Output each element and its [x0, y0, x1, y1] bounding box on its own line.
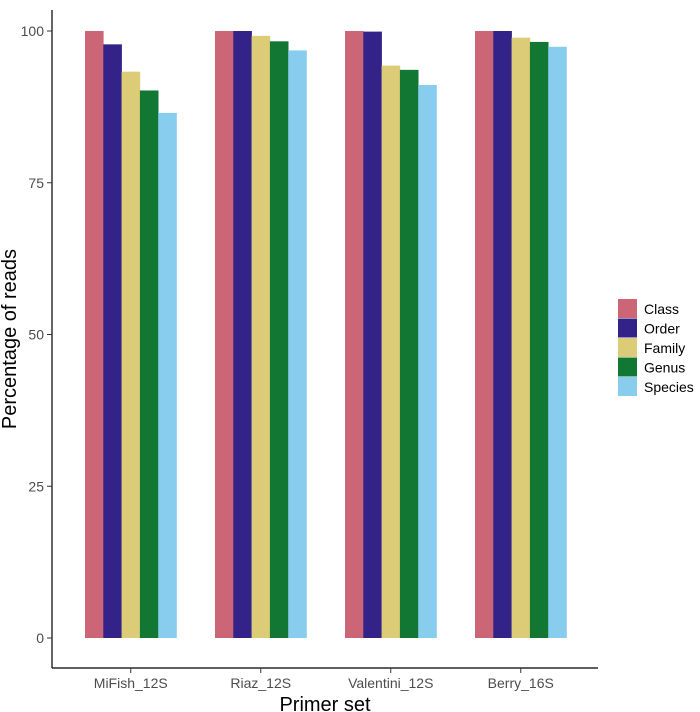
bar-berry-16s-family — [511, 37, 531, 638]
x-tick-label: Valentini_12S — [348, 675, 433, 691]
legend-swatch-genus — [618, 357, 637, 377]
bar-valentini-12s-order — [363, 31, 382, 639]
bar-berry-16s-genus — [529, 41, 549, 638]
legend-label-class: Class — [644, 301, 679, 317]
bar-riaz-12s-order — [233, 31, 252, 638]
legend-label-order: Order — [644, 321, 680, 337]
bar-riaz-12s-class — [215, 31, 234, 638]
bar-valentini-12s-genus — [399, 69, 419, 638]
bar-valentini-12s-family — [381, 65, 401, 638]
bar-riaz-12s-family — [251, 35, 271, 638]
y-axis-ticks: 0 25 50 75 100 — [21, 23, 52, 646]
y-axis-title: Percentage of reads — [0, 249, 21, 429]
bar-mifish-12s-species — [158, 112, 177, 638]
y-tick-label: 100 — [21, 23, 45, 39]
bar-mifish-12s-class — [85, 31, 104, 638]
y-tick-label: 25 — [28, 478, 44, 494]
bar-mifish-12s-family — [121, 71, 141, 638]
legend-label-family: Family — [644, 340, 685, 356]
legend-swatch-family — [618, 338, 637, 357]
bar-riaz-12s-species — [288, 50, 307, 638]
bar-berry-16s-order — [493, 31, 512, 638]
legend-swatch-class — [618, 299, 637, 318]
x-tick-label: Riaz_12S — [230, 675, 291, 691]
legend-swatch-species — [618, 377, 637, 396]
legend-swatch-order — [618, 318, 637, 338]
y-tick-label: 50 — [28, 327, 44, 343]
bars-group — [85, 31, 567, 639]
bar-mifish-12s-order — [103, 44, 122, 638]
legend-label-genus: Genus — [644, 360, 685, 376]
bar-mifish-12s-genus — [139, 90, 159, 638]
legend: Class Order Family Genus Species — [618, 299, 694, 396]
bar-berry-16s-class — [475, 31, 494, 638]
y-tick-label: 0 — [36, 630, 44, 646]
bar-berry-16s-species — [548, 46, 567, 639]
y-tick-label: 75 — [28, 175, 44, 191]
legend-label-species: Species — [644, 379, 694, 395]
bar-riaz-12s-genus — [269, 41, 289, 639]
bar-valentini-12s-class — [345, 31, 364, 638]
bar-valentini-12s-species — [418, 85, 437, 638]
x-axis-ticks: MiFish_12S Riaz_12S Valentini_12S Berry_16S — [94, 668, 554, 691]
x-tick-label: Berry_16S — [488, 675, 554, 691]
x-axis-title: Primer set — [279, 694, 371, 712]
x-tick-label: MiFish_12S — [94, 675, 168, 691]
